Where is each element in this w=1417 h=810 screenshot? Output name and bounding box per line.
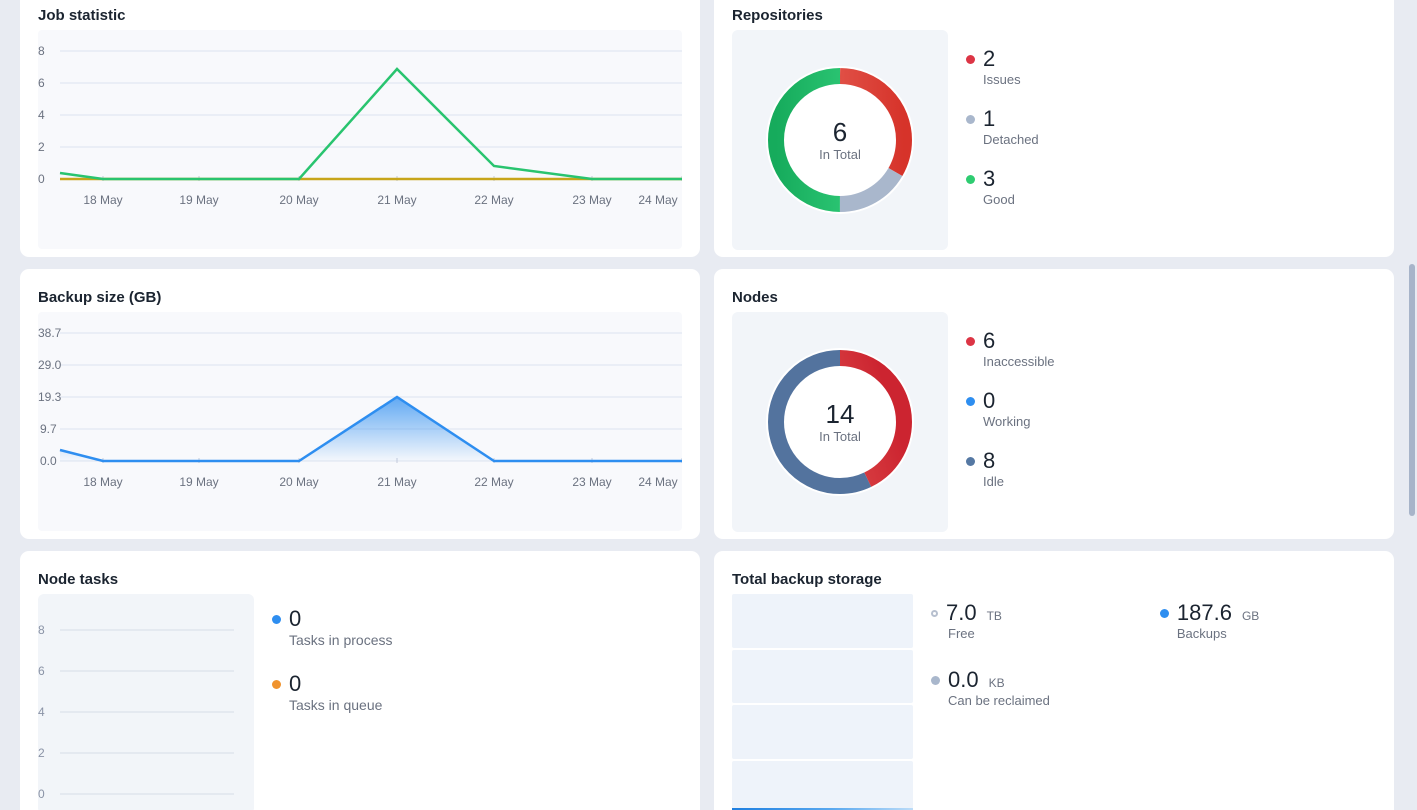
svg-text:19 May: 19 May bbox=[179, 193, 218, 207]
svg-text:19.3: 19.3 bbox=[38, 390, 62, 404]
svg-text:22 May: 22 May bbox=[474, 475, 513, 489]
svg-text:0: 0 bbox=[38, 172, 45, 186]
svg-text:2: 2 bbox=[38, 140, 45, 154]
svg-text:20 May: 20 May bbox=[279, 193, 318, 207]
svg-text:0: 0 bbox=[38, 787, 45, 798]
svg-text:38.7: 38.7 bbox=[38, 326, 62, 340]
svg-text:6: 6 bbox=[38, 76, 45, 90]
svg-text:20 May: 20 May bbox=[279, 475, 318, 489]
svg-text:9.7: 9.7 bbox=[40, 422, 57, 436]
svg-text:19 May: 19 May bbox=[179, 475, 218, 489]
svg-text:21 May: 21 May bbox=[377, 193, 416, 207]
svg-text:24 May: 24 May bbox=[638, 193, 677, 207]
svg-text:4: 4 bbox=[38, 705, 45, 719]
svg-text:18 May: 18 May bbox=[83, 475, 122, 489]
svg-text:23 May: 23 May bbox=[572, 475, 611, 489]
svg-text:24 May: 24 May bbox=[638, 475, 677, 489]
svg-text:29.0: 29.0 bbox=[38, 358, 62, 372]
svg-text:8: 8 bbox=[38, 623, 45, 637]
svg-text:23 May: 23 May bbox=[572, 193, 611, 207]
svg-text:8: 8 bbox=[38, 44, 45, 58]
svg-text:21 May: 21 May bbox=[377, 475, 416, 489]
svg-text:22 May: 22 May bbox=[474, 193, 513, 207]
svg-text:18 May: 18 May bbox=[83, 193, 122, 207]
svg-text:0.0: 0.0 bbox=[40, 454, 57, 468]
svg-text:2: 2 bbox=[38, 746, 45, 760]
svg-text:6: 6 bbox=[38, 664, 45, 678]
svg-text:4: 4 bbox=[38, 108, 45, 122]
